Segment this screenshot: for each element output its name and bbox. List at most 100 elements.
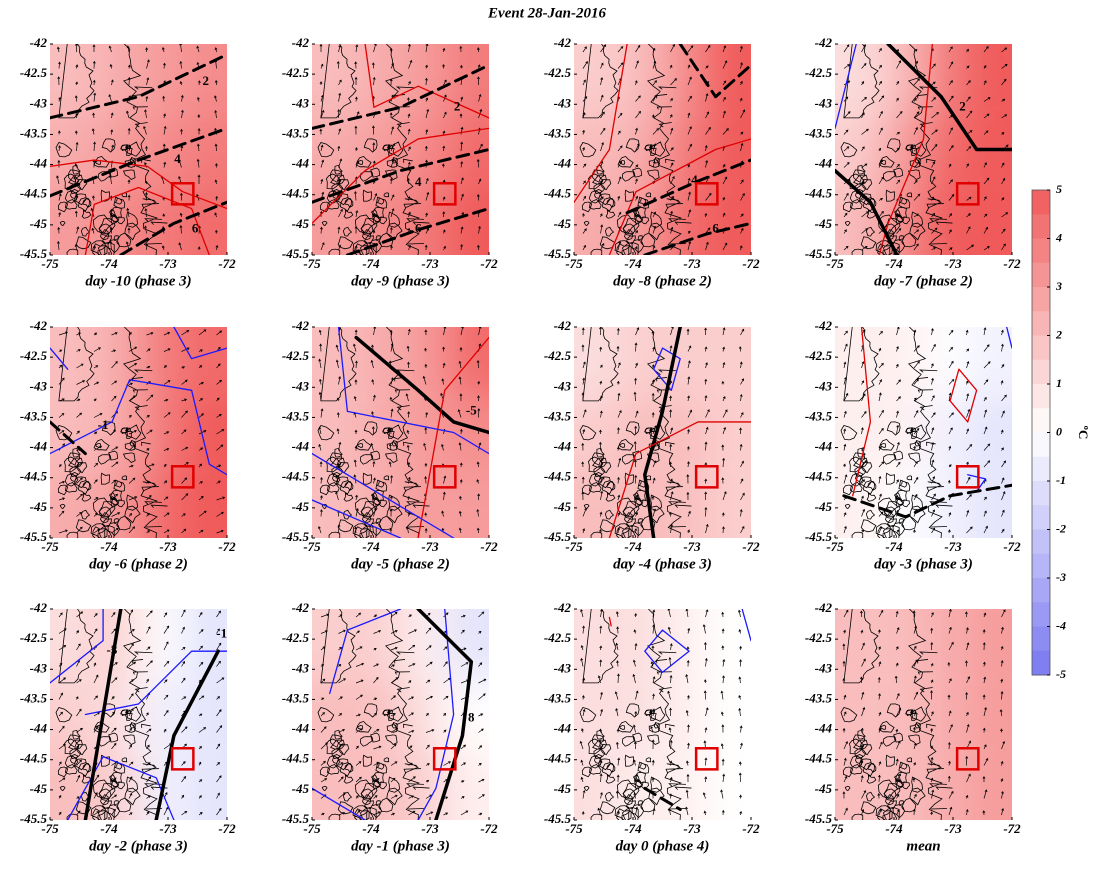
wind-vector	[860, 727, 864, 733]
wind-vector	[93, 141, 97, 152]
contour-line	[50, 126, 227, 198]
wind-vector	[93, 365, 99, 369]
wind-vector	[582, 625, 586, 634]
wind-vector	[407, 328, 411, 336]
field-cell	[444, 467, 489, 538]
wind-vector	[76, 611, 84, 618]
wind-vector	[442, 229, 446, 234]
wind-vector	[877, 676, 881, 684]
wind-vector	[686, 760, 689, 766]
wind-vector	[635, 143, 640, 152]
wind-vector	[999, 709, 1003, 717]
wind-vector	[390, 812, 396, 816]
wind-vector	[320, 678, 326, 684]
wind-vector	[425, 679, 431, 684]
wind-vector	[389, 329, 393, 336]
y-tick-label: -44	[815, 156, 833, 171]
wind-vector	[355, 494, 358, 501]
contour-line	[50, 379, 227, 476]
wind-vector	[181, 477, 188, 484]
field-cell	[618, 327, 663, 398]
wind-vector	[146, 394, 154, 402]
wind-vector	[966, 146, 972, 152]
wind-vector	[722, 176, 728, 185]
wind-vector	[180, 128, 183, 135]
wind-vector	[443, 475, 447, 484]
wind-vector	[896, 246, 900, 251]
wind-vector	[477, 64, 481, 69]
wind-vector	[128, 812, 133, 816]
y-tick-label: -43	[554, 378, 572, 393]
wind-vector	[687, 177, 691, 185]
wind-vector	[948, 360, 954, 369]
wind-vector	[111, 361, 118, 369]
wind-vector	[878, 526, 883, 534]
wind-vector	[408, 729, 415, 733]
wind-vector	[163, 625, 170, 634]
wind-vector	[373, 729, 380, 733]
x-tick-label: -74	[362, 539, 380, 554]
wind-vector	[74, 195, 78, 201]
field-cell	[574, 679, 619, 750]
wind-vector	[76, 759, 82, 766]
colorbar-tick-label: -4	[1056, 618, 1066, 632]
wind-vector	[581, 811, 585, 816]
wind-vector	[686, 659, 690, 667]
wind-vector	[338, 79, 342, 86]
colorbar-step	[1032, 626, 1050, 652]
wind-vector	[859, 610, 863, 618]
wind-vector	[722, 96, 726, 102]
y-tick-label: -42	[30, 35, 48, 50]
wind-vector	[896, 627, 900, 634]
wind-vector	[738, 629, 742, 634]
wind-vector	[948, 445, 952, 451]
wind-vector	[705, 65, 709, 69]
wind-vector	[617, 757, 621, 766]
wind-vector	[128, 609, 134, 618]
wind-vector	[1001, 47, 1008, 53]
wind-vector	[651, 114, 655, 119]
wind-vector	[163, 380, 171, 385]
x-tick-label: -72	[218, 539, 236, 554]
wind-vector	[214, 95, 217, 102]
colorbar-step	[1032, 432, 1050, 458]
wind-vector	[669, 409, 673, 418]
y-tick-label: -42.5	[20, 65, 48, 80]
y-tick-label: -45	[815, 216, 833, 231]
wind-vector	[843, 428, 847, 435]
wind-vector	[58, 725, 65, 733]
wind-vector	[582, 789, 586, 799]
wind-vector	[931, 442, 935, 451]
wind-vector	[615, 741, 619, 750]
wind-vector	[913, 427, 920, 435]
wind-vector	[75, 141, 79, 152]
wind-vector	[842, 660, 846, 667]
field-cell	[574, 397, 619, 468]
wind-vector	[634, 246, 638, 251]
x-tick-label: -72	[742, 539, 760, 554]
x-tick-label: -72	[480, 821, 498, 836]
wind-vector	[634, 80, 638, 86]
wind-vector	[110, 112, 114, 119]
wind-vector	[600, 111, 605, 119]
wind-vector	[687, 360, 691, 369]
wind-vector	[390, 761, 398, 766]
wind-vector	[181, 347, 190, 352]
panel-content: 246	[50, 44, 227, 255]
wind-vector	[1001, 98, 1006, 102]
wind-vector	[1001, 447, 1004, 451]
wind-vector	[582, 163, 587, 168]
contour-line	[835, 44, 857, 130]
wind-vector	[320, 778, 328, 783]
wind-vector	[877, 629, 881, 634]
wind-vector	[948, 760, 951, 766]
wind-vector	[600, 44, 607, 53]
field-cell	[574, 609, 619, 680]
wind-vector	[860, 775, 864, 783]
colorbar-step	[1032, 384, 1050, 409]
wind-vector	[913, 49, 918, 53]
wind-vector	[111, 380, 118, 385]
y-tick-label: -42	[554, 600, 572, 615]
wind-vector	[163, 728, 167, 733]
wind-vector	[740, 460, 744, 468]
